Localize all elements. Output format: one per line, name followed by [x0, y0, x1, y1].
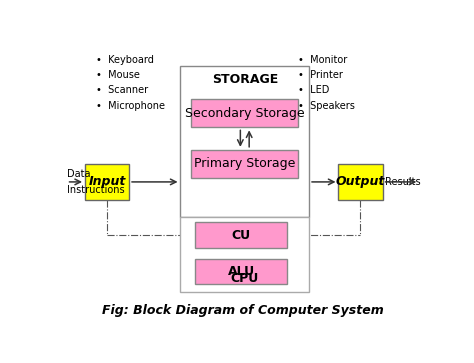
Text: Results: Results — [385, 177, 421, 187]
FancyBboxPatch shape — [338, 164, 383, 200]
Text: CU: CU — [231, 229, 251, 241]
FancyBboxPatch shape — [191, 99, 298, 127]
Text: ALU: ALU — [228, 265, 255, 278]
Text: •  Microphone: • Microphone — [96, 101, 165, 111]
Text: •  Scanner: • Scanner — [96, 86, 148, 95]
FancyBboxPatch shape — [195, 223, 287, 248]
Text: •  Speakers: • Speakers — [298, 101, 355, 111]
Text: •  Mouse: • Mouse — [96, 70, 140, 80]
Text: •  Monitor: • Monitor — [298, 55, 347, 65]
Text: Instructions: Instructions — [66, 185, 124, 195]
FancyBboxPatch shape — [195, 259, 287, 284]
Text: •  Printer: • Printer — [298, 70, 343, 80]
Text: STORAGE: STORAGE — [211, 73, 278, 86]
Text: CPU: CPU — [231, 272, 259, 285]
Text: Fig: Block Diagram of Computer System: Fig: Block Diagram of Computer System — [102, 305, 384, 318]
FancyBboxPatch shape — [191, 150, 298, 178]
Text: Input: Input — [88, 175, 126, 188]
FancyBboxPatch shape — [181, 217, 309, 292]
Text: •  LED: • LED — [298, 86, 329, 95]
Text: Primary Storage: Primary Storage — [194, 157, 295, 170]
Text: •  Keyboard: • Keyboard — [96, 55, 154, 65]
Text: Output: Output — [336, 175, 385, 188]
FancyBboxPatch shape — [181, 66, 309, 217]
FancyBboxPatch shape — [85, 164, 129, 200]
Text: Secondary Storage: Secondary Storage — [185, 107, 305, 120]
Text: Data: Data — [66, 168, 90, 179]
